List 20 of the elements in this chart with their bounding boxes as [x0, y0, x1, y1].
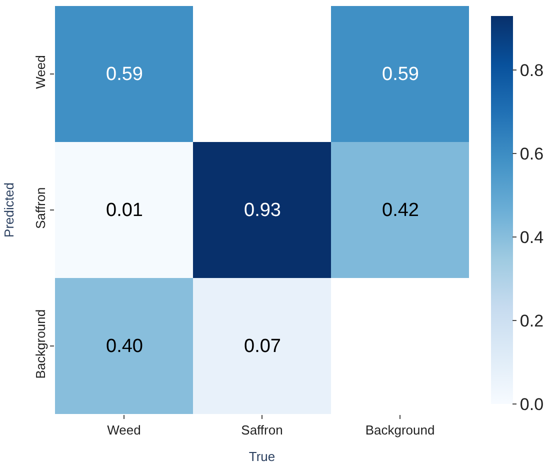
color-bar-label: 0.4: [520, 228, 544, 248]
y-axis-title: Predicted: [2, 182, 17, 238]
data-label: 0.40: [106, 336, 143, 357]
data-label: 0.01: [106, 200, 143, 221]
data-label: 0.07: [244, 336, 281, 357]
data-label: 0.59: [382, 64, 419, 85]
x-tick-label: Background: [365, 422, 435, 438]
color-bar-label: 0.0: [520, 394, 544, 414]
y-tick-label: Weed: [32, 55, 48, 89]
y-tick-label: Background: [32, 309, 48, 379]
data-label: 0.59: [106, 64, 143, 85]
data-label: 0.42: [382, 200, 419, 221]
y-tick-label: Saffron: [32, 187, 48, 229]
x-tick-label: Saffron: [241, 422, 283, 438]
color-bar-label: 0.6: [520, 144, 544, 164]
color-bar-label: 0.8: [520, 61, 544, 80]
x-tick-label: Weed: [107, 422, 141, 438]
data-label: 0.93: [244, 200, 281, 221]
x-axis-title: True: [248, 449, 276, 464]
color-bar-label: 0.2: [520, 312, 544, 331]
